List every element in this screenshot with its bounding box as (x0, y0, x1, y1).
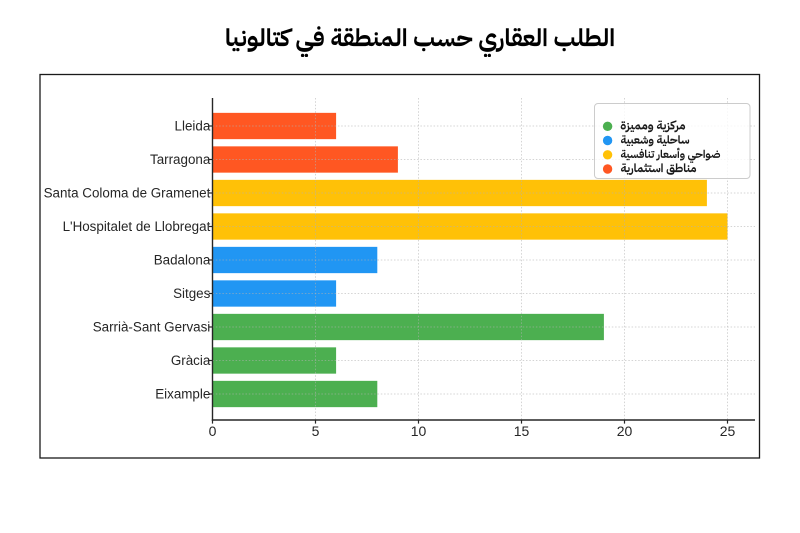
svg-text:10: 10 (411, 423, 427, 439)
svg-text:5: 5 (312, 423, 320, 439)
svg-text:20: 20 (617, 423, 633, 439)
svg-text:0: 0 (209, 423, 217, 439)
svg-text:25: 25 (720, 423, 736, 439)
svg-text:Tarragona: Tarragona (150, 152, 211, 167)
svg-text:Santa Coloma de Gramenet: Santa Coloma de Gramenet (44, 186, 211, 201)
svg-text:Lleida: Lleida (175, 119, 211, 134)
svg-text:Sitges: Sitges (173, 286, 211, 301)
svg-text:L'Hospitalet de Llobregat: L'Hospitalet de Llobregat (63, 219, 211, 234)
svg-text:15: 15 (514, 423, 530, 439)
svg-text:Sarrià-Sant Gervasi: Sarrià-Sant Gervasi (93, 320, 211, 335)
svg-text:Badalona: Badalona (154, 253, 211, 268)
svg-text:Gràcia: Gràcia (171, 353, 211, 368)
svg-text:Eixample: Eixample (155, 387, 210, 402)
